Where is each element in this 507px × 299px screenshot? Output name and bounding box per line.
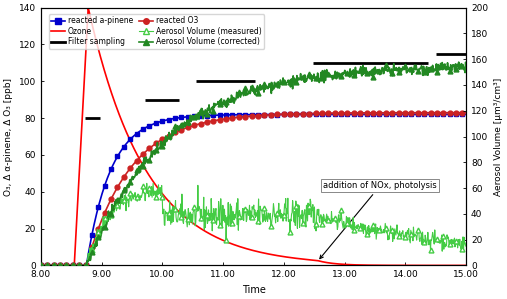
X-axis label: Time: Time	[241, 285, 266, 295]
Y-axis label: Aerosol Volume [µm³/cm³]: Aerosol Volume [µm³/cm³]	[494, 77, 503, 196]
Legend: reacted a-pinene, Ozone, Filter sampling, reacted O3, Aerosol Volume (measured),: reacted a-pinene, Ozone, Filter sampling…	[49, 14, 264, 49]
Text: addition of NOx, photolysis: addition of NOx, photolysis	[320, 181, 437, 259]
Y-axis label: O₃, Δ α-pinene, Δ O₃ [ppb]: O₃, Δ α-pinene, Δ O₃ [ppb]	[4, 77, 13, 196]
